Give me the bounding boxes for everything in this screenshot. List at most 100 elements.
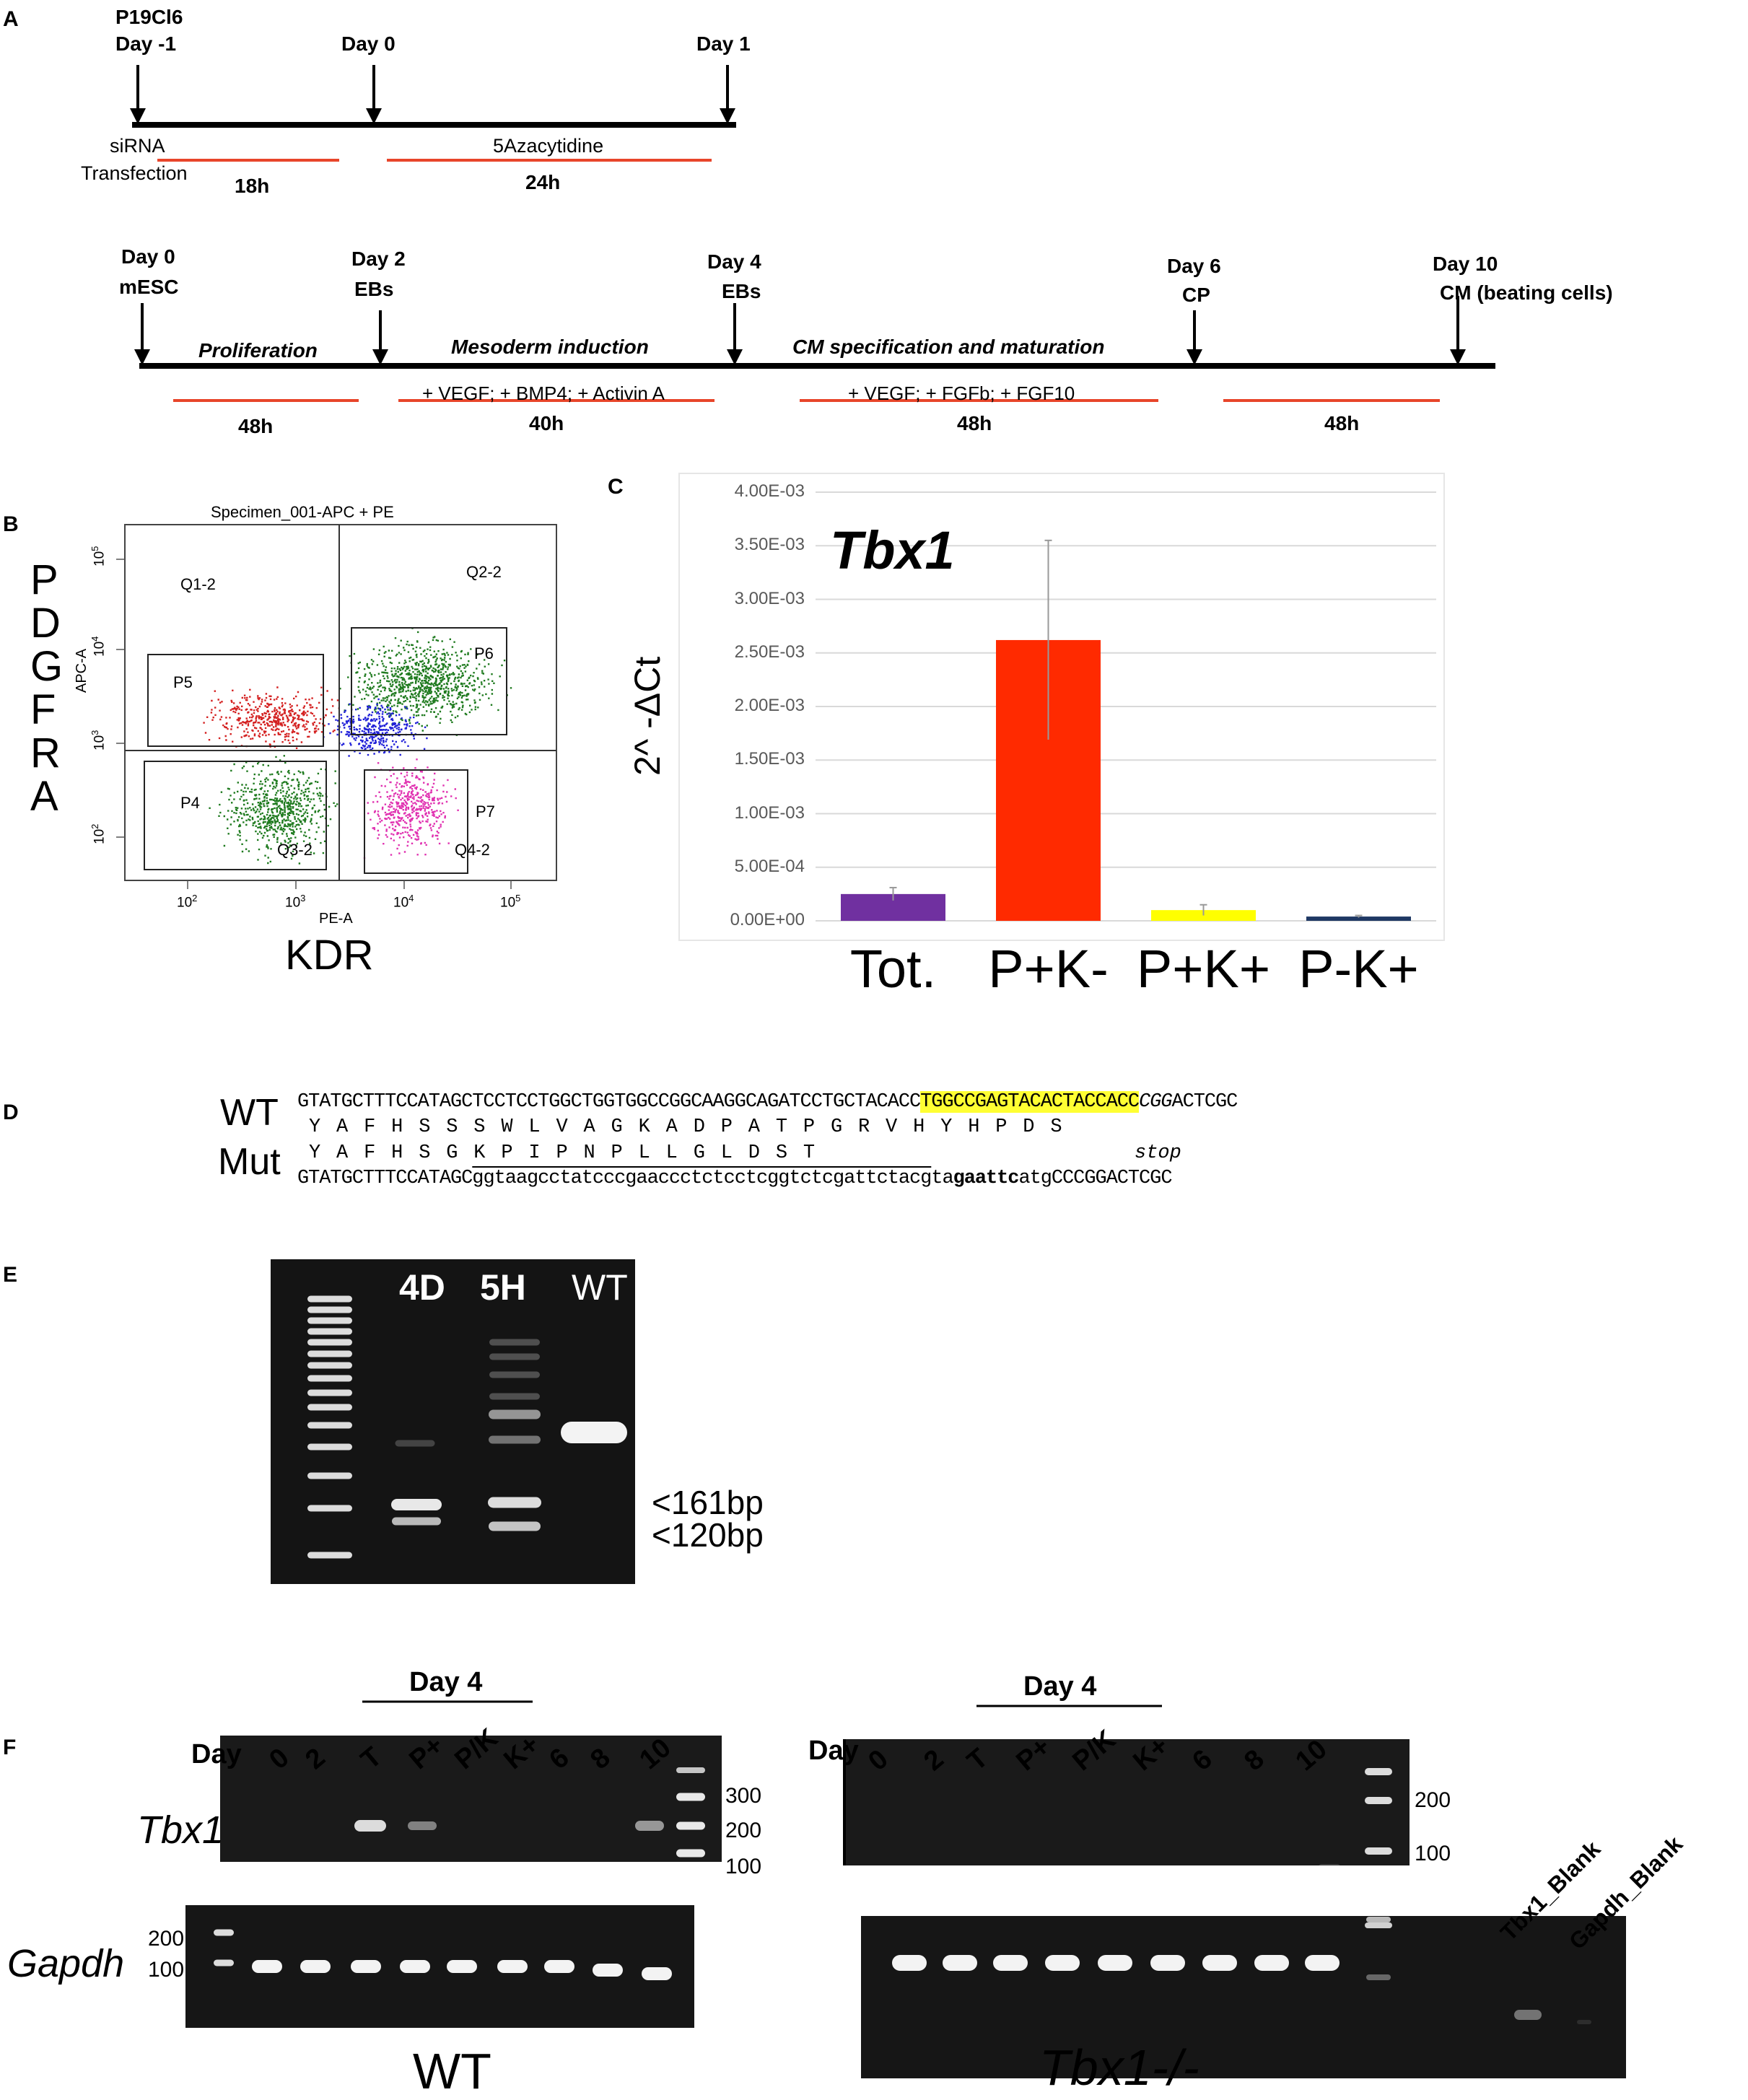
chart-xtick-label: P+K+ [1136, 939, 1271, 999]
wt-gapdh-gene: Gapdh [7, 1942, 125, 1985]
facs-plot [116, 524, 557, 889]
timeline-graphics [130, 65, 1495, 402]
gel-band [354, 1820, 386, 1832]
wt-seq-part: GTATGCTTTCCATAGCTCCTCCTGGCTGGTGGCCGGCAAG… [297, 1091, 921, 1113]
stop-codon: stop [1135, 1142, 1181, 1164]
ko-ladder-100: 100 [1415, 1842, 1451, 1865]
pdgfra-letter: G [30, 643, 64, 690]
pdgfra-letter: F [30, 686, 56, 733]
gate-p6 [351, 627, 507, 735]
gel-band [307, 1404, 352, 1411]
gel-band [307, 1328, 352, 1335]
aza-label: 5Azacytidine [493, 135, 604, 157]
gel-band [1365, 1768, 1392, 1775]
gel-band [307, 1339, 352, 1346]
lane-wt: WT [572, 1267, 628, 1308]
gel-band [489, 1339, 540, 1346]
gel-band [489, 1353, 540, 1360]
transfection-label: Transfection [81, 162, 188, 184]
panel-e-label: E [3, 1263, 18, 1287]
mut-amino-acid: G [693, 1142, 705, 1164]
gel-band [1366, 1895, 1391, 1901]
wt-amino-acid: F [364, 1116, 376, 1138]
mesoderm-label: Mesoderm induction [451, 336, 649, 358]
sirna-label: siRNA [110, 135, 165, 157]
gel-band [307, 1362, 352, 1369]
chart-xtick-label: P-K+ [1298, 939, 1419, 999]
wt-label: WT [220, 1092, 279, 1134]
gel-band [1366, 1974, 1391, 1980]
gel-band [489, 1435, 541, 1444]
gel-band [1365, 1797, 1392, 1804]
wt-amino-acid: V [886, 1116, 898, 1138]
wt-amino-acid: H [913, 1116, 925, 1138]
mut-amino-acid: P [556, 1142, 568, 1164]
mut-amino-acid: S [775, 1142, 788, 1164]
gate-p4 [144, 761, 327, 870]
pdgfra-letter: D [30, 600, 61, 647]
cm-label: CM (beating cells) [1440, 281, 1613, 304]
quadrant-q4: Q4-2 [455, 841, 490, 859]
chart-xtick-label: P+K- [988, 939, 1109, 999]
gel-band [351, 1960, 381, 1973]
gel-band [488, 1497, 541, 1508]
gel-band [447, 1960, 477, 1973]
wt-amino-acid: A [748, 1116, 760, 1138]
ko-ladder-200: 200 [1415, 1788, 1451, 1812]
wt-amino-acid: S [446, 1116, 458, 1138]
mut-amino-acid: A [336, 1142, 349, 1164]
chart-ytick-label: 3.00E-03 [734, 588, 805, 608]
mut-dna-sequence: GTATGCTTTCCATAGCggtaagcctatcccgaaccctctc… [297, 1168, 1173, 1189]
mut-seq-part: GTATGCTTTCCATAGC [297, 1168, 473, 1189]
t2-48h-c-label: 48h [1324, 412, 1360, 434]
gate-p7 [364, 769, 468, 874]
cp-label: CP [1182, 284, 1210, 306]
pdgfra-letter: P [30, 556, 58, 603]
kdr-axis-title: KDR [285, 932, 374, 979]
gel-band [676, 1849, 705, 1858]
mut-amino-acid: H [391, 1142, 403, 1164]
wt-day-label: Day [191, 1739, 242, 1769]
wt-seq-highlight: TGGCCGAGTACACTACCACC [920, 1091, 1140, 1113]
gel-band [395, 1440, 435, 1447]
pdgfra-letter: A [30, 773, 58, 820]
gel-band [561, 1422, 627, 1443]
t2-48h-a-label: 48h [238, 415, 274, 437]
x-tick: 105 [500, 893, 521, 911]
wt-day4-label: Day 4 [409, 1667, 483, 1697]
chart-frame [678, 473, 1445, 941]
proliferation-label: Proliferation [198, 339, 318, 362]
gel-band [214, 1959, 234, 1966]
wt-ladder-300: 300 [725, 1784, 762, 1808]
chart-xtick-label: Tot. [849, 939, 937, 999]
chart-bar [1306, 916, 1411, 921]
bar-chart [816, 491, 1436, 922]
chart-ytick-label: 1.50E-03 [734, 749, 805, 769]
gel-band [1254, 1955, 1289, 1971]
quadrant-q3: Q3-2 [277, 841, 313, 859]
gel-band [307, 1295, 352, 1303]
facs-event-cloud [323, 698, 428, 757]
panel-a-label: A [3, 7, 19, 31]
wt-amino-acid: A [583, 1116, 595, 1138]
gate-p5-label: P5 [173, 673, 193, 691]
ko-caption: Tbx1-/- [1039, 2039, 1199, 2096]
mut-label: Mut [218, 1141, 281, 1183]
gel-band [300, 1960, 331, 1973]
wt-amino-acid: P [720, 1116, 733, 1138]
pdgfra-letter: R [30, 730, 61, 776]
wt-amino-acid: P [995, 1116, 1008, 1138]
gel-band [642, 1967, 672, 1980]
gel-band [489, 1521, 541, 1531]
t1-18h-label: 18h [235, 175, 270, 197]
mut-amino-acid: G [446, 1142, 458, 1164]
wt-seq-pam: CGG [1139, 1091, 1173, 1113]
wt-amino-acid: K [638, 1116, 650, 1138]
gel-band [252, 1960, 282, 1973]
t2-day2-label: Day 2 [351, 248, 406, 270]
gel-band [307, 1306, 352, 1313]
gel-band [307, 1375, 352, 1382]
gel-band [1514, 2010, 1542, 2020]
gel-band [392, 1517, 441, 1526]
